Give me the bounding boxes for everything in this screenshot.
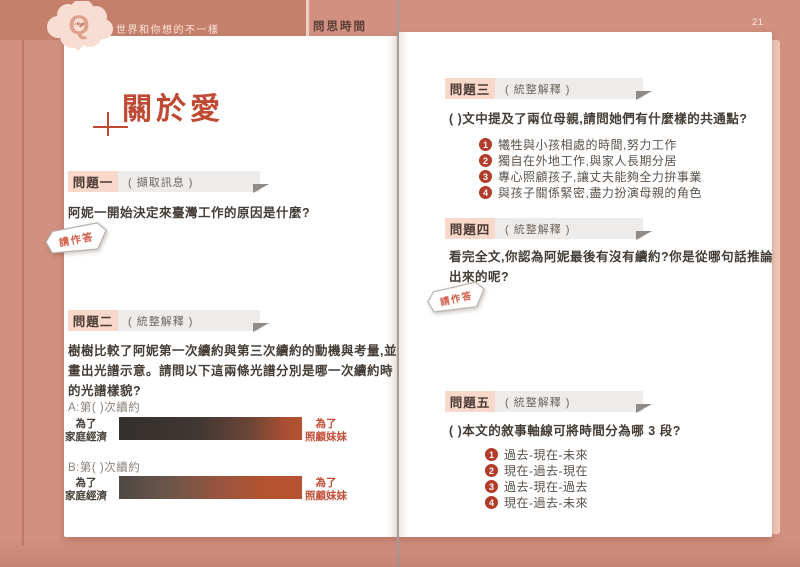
question-skill-tag: ( 統整解釋 ) bbox=[495, 218, 652, 240]
page-number-right: 21 bbox=[752, 17, 764, 28]
question-2-text: 樹樹比較了阿妮第一次續約與第三次續約的動機與考量,並畫出光譜示意。請問以下這兩條… bbox=[68, 344, 397, 398]
question-number-badge: 問題二 bbox=[68, 310, 118, 331]
question-1-text: 阿妮一開始決定來臺灣工作的原因是什麼? bbox=[68, 206, 311, 220]
question-skill-tag: ( 統整解釋 ) bbox=[495, 78, 652, 100]
option-row: 1 犧牲與小孩相處的時間,努力工作 bbox=[479, 136, 677, 153]
series-title: 世界和你想的不一樣 bbox=[116, 25, 220, 36]
skill-tag-text: ( 統整解釋 ) bbox=[505, 83, 571, 96]
question-skill-tag: ( 統整解釋 ) bbox=[495, 391, 652, 413]
spectrum-b-prompt: B:第( )次續約 bbox=[68, 462, 141, 474]
book-spine bbox=[397, 0, 399, 567]
spectrum-b-bar bbox=[119, 476, 302, 499]
question-number-badge: 問題三 bbox=[445, 78, 495, 99]
skill-tag-text: ( 統整解釋 ) bbox=[505, 396, 571, 409]
fold-corner-icon bbox=[636, 404, 652, 413]
fold-corner-icon bbox=[253, 184, 269, 193]
spectrum-a-left-label: 為了 家庭經濟 bbox=[65, 418, 107, 443]
skill-tag-text: ( 擷取訊息 ) bbox=[128, 176, 194, 189]
page-number-left: 20 bbox=[70, 18, 82, 29]
option-row: 3 專心照顧孩子,讓丈夫能夠全力拚事業 bbox=[479, 168, 702, 185]
fold-corner-icon bbox=[253, 323, 269, 332]
question-skill-tag: ( 統整解釋 ) bbox=[118, 310, 269, 332]
skill-tag-text: ( 統整解釋 ) bbox=[505, 223, 571, 236]
left-page bbox=[64, 36, 398, 537]
question-number-badge: 問題一 bbox=[68, 171, 118, 192]
question-number-badge: 問題五 bbox=[445, 391, 495, 412]
answer-stamp: 請作答 bbox=[423, 279, 490, 324]
bottom-shadow bbox=[0, 537, 800, 567]
section-title: 問思時間 bbox=[313, 21, 367, 33]
option-number-badge: 3 bbox=[479, 170, 492, 183]
question-5-text: ( )本文的敘事軸線可將時間分為哪 3 段? bbox=[449, 424, 681, 438]
crop-mark-icon bbox=[107, 112, 109, 136]
fold-corner-icon bbox=[636, 91, 652, 100]
question-5-label-bar: 問題五 ( 統整解釋 ) bbox=[445, 391, 652, 413]
logo-letter: Q bbox=[68, 10, 89, 40]
page-title: 關於愛 bbox=[122, 93, 224, 126]
spectrum-a-right-label: 為了 照顧妹妹 bbox=[305, 418, 347, 443]
option-number-badge: 1 bbox=[479, 138, 492, 151]
spectrum-a-prompt: A:第( )次續約 bbox=[68, 402, 141, 414]
option-number-badge: 3 bbox=[485, 480, 498, 493]
skill-tag-text: ( 統整解釋 ) bbox=[128, 315, 194, 328]
option-number-badge: 4 bbox=[479, 186, 492, 199]
option-row: 4 與孩子關係緊密,盡力扮演母親的角色 bbox=[479, 184, 702, 201]
option-number-badge: 1 bbox=[485, 448, 498, 461]
question-4-label-bar: 問題四 ( 統整解釋 ) bbox=[445, 218, 652, 240]
option-row: 2 獨自在外地工作,與家人長期分居 bbox=[479, 152, 677, 169]
cover-edge-line bbox=[22, 40, 24, 545]
spectrum-a-bar bbox=[119, 417, 302, 440]
question-2-label-bar: 問題二 ( 統整解釋 ) bbox=[68, 310, 269, 332]
header-band-divider bbox=[306, 0, 309, 40]
option-row: 1 過去-現在-未來 bbox=[485, 446, 588, 463]
spectrum-b-right-label: 為了 照顧妹妹 bbox=[305, 477, 347, 502]
right-page bbox=[398, 32, 772, 537]
option-row: 3 過去-現在-過去 bbox=[485, 478, 588, 495]
spectrum-b-left-label: 為了 家庭經濟 bbox=[65, 477, 107, 502]
option-number-badge: 4 bbox=[485, 496, 498, 509]
question-skill-tag: ( 擷取訊息 ) bbox=[118, 171, 269, 193]
page-stack-edge bbox=[772, 40, 780, 534]
q-cloud-logo-icon: Q bbox=[42, 0, 116, 56]
question-3-text: ( )文中提及了兩位母親,請問她們有什麼樣的共通點? bbox=[449, 112, 748, 126]
option-row: 4 現在-過去-未來 bbox=[485, 494, 588, 511]
option-number-badge: 2 bbox=[485, 464, 498, 477]
question-3-label-bar: 問題三 ( 統整解釋 ) bbox=[445, 78, 652, 100]
crop-mark-icon bbox=[93, 126, 128, 128]
option-row: 2 現在-過去-現在 bbox=[485, 462, 588, 479]
question-4-text: 看完全文,你認為阿妮最後有沒有續約?你是從哪句話推論出來的呢? bbox=[449, 250, 774, 284]
question-1-label-bar: 問題一 ( 擷取訊息 ) bbox=[68, 171, 269, 193]
option-number-badge: 2 bbox=[479, 154, 492, 167]
answer-stamp: 請作答 bbox=[42, 220, 113, 266]
question-number-badge: 問題四 bbox=[445, 218, 495, 239]
fold-corner-icon bbox=[636, 231, 652, 240]
